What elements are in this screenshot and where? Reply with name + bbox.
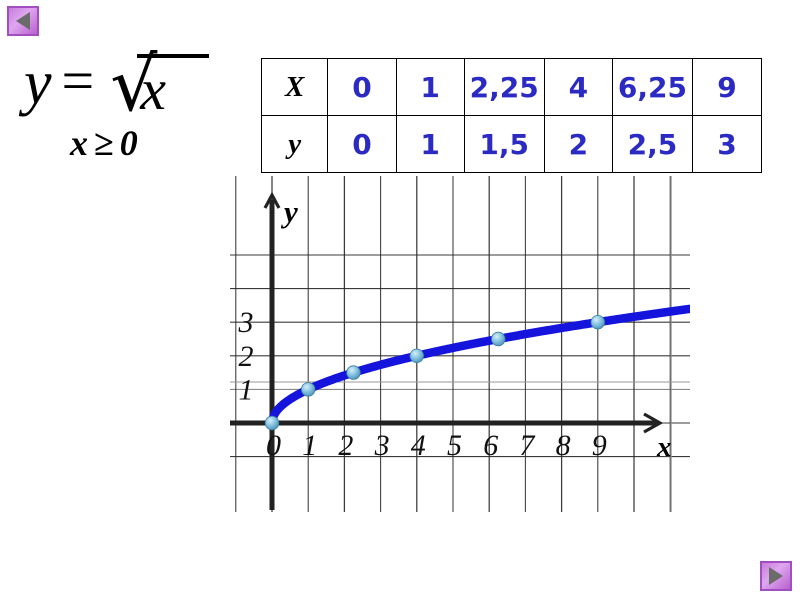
table-cell-y-4: 2,5	[611, 115, 693, 173]
radical-expression: √ x	[110, 48, 210, 122]
table-cell-x-2: 2,25	[463, 58, 545, 116]
data-point-4-2	[409, 348, 425, 364]
table-cell-x-0: 0	[327, 58, 397, 116]
table-cell-x-4: 6,25	[611, 58, 693, 116]
axes	[230, 191, 664, 510]
x-tick-label-3: 3	[374, 429, 390, 462]
table-cell-x-1: 1	[395, 58, 465, 116]
data-point-2.25-1.5	[346, 365, 361, 380]
radical-sign-icon: √	[110, 42, 158, 128]
formula-equals: =	[61, 48, 95, 113]
radical-vinculum	[137, 54, 210, 58]
sqrt-curve	[267, 304, 690, 428]
table-cell-x-3: 4	[543, 58, 613, 116]
formula-lhs: y	[24, 49, 52, 117]
data-point-6.25-2.5	[491, 331, 506, 347]
formula-domain: x ≥0	[70, 122, 166, 164]
data-point-9-3	[590, 314, 606, 330]
x-tick-label-0: 0	[266, 429, 281, 462]
domain-relation: ≥	[94, 123, 114, 163]
y-tick-label-2: 2	[239, 340, 254, 373]
table-cell-y-5: 3	[691, 115, 763, 173]
x-tick-label-9: 9	[592, 429, 607, 462]
data-point-markers	[264, 314, 606, 431]
table-cell-y-2: 1,5	[463, 115, 545, 173]
table-header-x: X	[260, 58, 329, 116]
table-row-x: X 0 1 2,25 4 6,25 9	[260, 58, 763, 116]
x-axis-label: x	[656, 431, 672, 463]
x-tick-label-2: 2	[338, 429, 353, 462]
table-cell-y-0: 0	[327, 115, 397, 173]
nav-next-button[interactable]	[760, 561, 792, 591]
x-tick-label-1: 1	[302, 429, 317, 462]
triangle-left-icon	[16, 12, 30, 30]
y-tick-label-1: 1	[239, 373, 254, 406]
y-tick-label-3: 3	[238, 306, 254, 339]
x-tick-label-8: 8	[556, 429, 571, 462]
triangle-right-icon	[769, 567, 783, 585]
x-tick-label-6: 6	[483, 429, 498, 462]
table-cell-y-1: 1	[395, 115, 465, 173]
x-tick-label-5: 5	[447, 429, 462, 462]
domain-value: 0	[119, 123, 138, 163]
table-cell-x-5: 9	[691, 58, 763, 116]
table-header-y: y	[260, 115, 329, 173]
nav-back-button[interactable]	[7, 6, 39, 36]
radicand: x	[140, 57, 166, 122]
data-point-0-0	[264, 415, 280, 431]
formula-block: y = √ x x ≥0	[24, 48, 210, 164]
data-point-1-1	[300, 382, 316, 397]
formula-main: y = √ x	[24, 48, 210, 122]
curve-series	[267, 304, 690, 428]
x-tick-label-4: 4	[411, 429, 426, 462]
domain-variable: x	[70, 123, 88, 163]
table-row-y: y 0 1 1,5 2 2,5 3	[260, 115, 763, 173]
y-axis-label: y	[280, 194, 298, 229]
table-cell-y-3: 2	[543, 115, 613, 173]
value-table: X 0 1 2,25 4 6,25 9 y 0 1 1,5 2 2,5 3	[260, 58, 763, 173]
x-tick-label-7: 7	[519, 429, 536, 462]
